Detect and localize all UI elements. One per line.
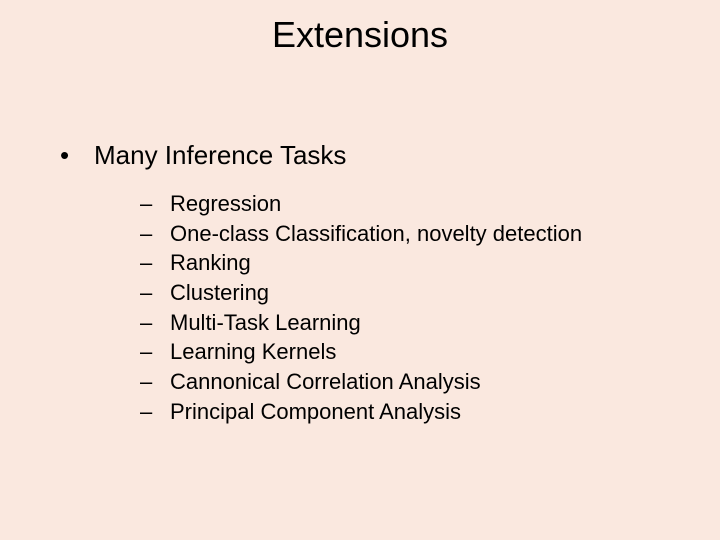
list-item-text: Cannonical Correlation Analysis bbox=[170, 367, 481, 397]
sub-list: – Regression – One-class Classification,… bbox=[140, 189, 582, 427]
list-item: – Ranking bbox=[140, 248, 582, 278]
list-item-text: Regression bbox=[170, 189, 281, 219]
list-item: – Clustering bbox=[140, 278, 582, 308]
list-item: – Multi-Task Learning bbox=[140, 308, 582, 338]
dash-icon: – bbox=[140, 248, 170, 278]
list-item: – Cannonical Correlation Analysis bbox=[140, 367, 582, 397]
list-item: – One-class Classification, novelty dete… bbox=[140, 219, 582, 249]
dash-icon: – bbox=[140, 278, 170, 308]
bullet-icon: • bbox=[60, 140, 94, 171]
dash-icon: – bbox=[140, 189, 170, 219]
dash-icon: – bbox=[140, 367, 170, 397]
list-item: – Principal Component Analysis bbox=[140, 397, 582, 427]
list-item-text: One-class Classification, novelty detect… bbox=[170, 219, 582, 249]
list-item: – Learning Kernels bbox=[140, 337, 582, 367]
dash-icon: – bbox=[140, 397, 170, 427]
slide-content: • Many Inference Tasks – Regression – On… bbox=[60, 140, 582, 427]
list-item-text: Principal Component Analysis bbox=[170, 397, 461, 427]
list-item-text: Learning Kernels bbox=[170, 337, 336, 367]
dash-icon: – bbox=[140, 219, 170, 249]
dash-icon: – bbox=[140, 308, 170, 338]
list-item-text: Multi-Task Learning bbox=[170, 308, 361, 338]
list-item-text: Clustering bbox=[170, 278, 269, 308]
slide: Extensions • Many Inference Tasks – Regr… bbox=[0, 0, 720, 540]
bullet-text: Many Inference Tasks bbox=[94, 140, 346, 171]
bullet-item: • Many Inference Tasks bbox=[60, 140, 582, 171]
dash-icon: – bbox=[140, 337, 170, 367]
list-item: – Regression bbox=[140, 189, 582, 219]
slide-title: Extensions bbox=[0, 0, 720, 56]
list-item-text: Ranking bbox=[170, 248, 251, 278]
